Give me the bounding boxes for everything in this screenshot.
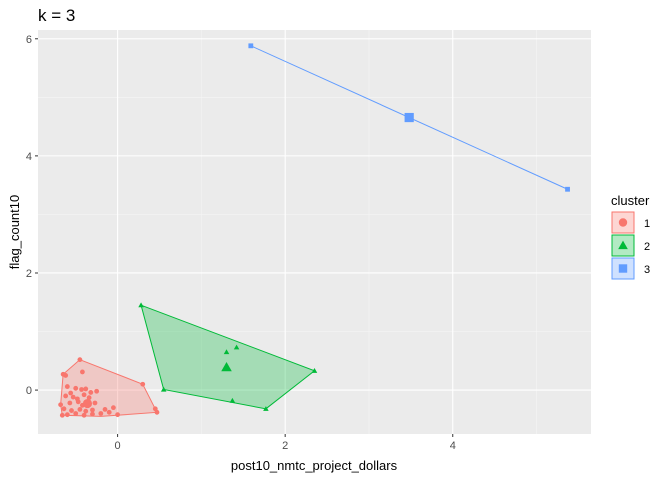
point-cluster-1 [106,409,112,415]
point-cluster-2 [223,349,230,355]
point-cluster-1 [88,390,94,395]
point-cluster-2 [311,368,318,373]
x-tick-label: 2 [282,440,288,452]
x-tick-label: 0 [115,440,121,452]
legend-circle-icon [618,218,628,227]
point-cluster-1 [80,369,85,375]
centroid-cluster-1 [82,398,93,409]
legend-title: cluster [611,193,650,208]
cluster-centroids [82,112,414,409]
x-axis-ticks: 0 2 4 [115,434,456,452]
point-cluster-2 [233,344,240,350]
point-cluster-1 [79,387,84,392]
point-cluster-1 [70,394,76,400]
point-cluster-2 [263,406,269,411]
point-cluster-1 [77,357,83,363]
legend: cluster 1 2 3 [611,193,650,280]
point-cluster-1 [90,407,95,413]
point-cluster-1 [73,385,79,391]
point-cluster-1 [115,412,120,418]
point-cluster-1 [64,384,70,389]
y-tick-label: 2 [26,268,32,280]
point-cluster-1 [68,390,74,396]
y-tick-label: 4 [26,151,32,163]
point-cluster-1 [77,407,83,412]
centroid-cluster-2 [221,361,232,372]
point-cluster-1 [81,412,87,418]
legend-label-2: 2 [644,241,650,253]
x-axis-title: post10_nmtc_project_dollars [231,458,398,473]
point-cluster-1 [154,409,160,415]
point-cluster-1 [58,402,64,408]
point-cluster-1 [90,411,95,417]
point-cluster-2 [138,302,144,308]
point-cluster-3 [565,186,570,192]
x-tick-label: 4 [450,440,456,452]
point-cluster-1 [75,399,81,405]
point-cluster-1 [63,393,69,399]
grid-minor [38,30,591,434]
data-points [58,43,570,418]
legend-triangle-icon [618,240,628,250]
point-cluster-1 [81,392,87,398]
point-cluster-1 [83,408,89,414]
y-axis-title: flag_count10 [7,195,22,269]
point-cluster-1 [98,411,104,416]
legend-square-icon [618,264,628,273]
point-cluster-2 [160,386,167,392]
point-cluster-3 [248,43,254,49]
y-axis-ticks: 0 2 4 6 [26,34,38,397]
point-cluster-1 [94,388,100,394]
y-tick-label: 0 [26,385,32,397]
point-cluster-1 [69,408,74,413]
y-tick-label: 6 [26,34,32,46]
point-cluster-1 [111,405,116,411]
plot-panel [38,30,591,434]
point-cluster-1 [92,400,98,406]
legend-label-3: 3 [644,264,650,276]
legend-label-1: 1 [644,218,650,230]
point-cluster-1 [59,412,65,418]
centroid-cluster-3 [404,112,414,123]
chart-title: k = 3 [38,6,75,25]
grid-major [38,30,591,434]
point-cluster-2 [229,397,236,403]
point-cluster-1 [61,406,67,412]
point-cluster-1 [73,411,79,416]
point-cluster-1 [86,395,92,401]
point-cluster-1 [102,407,108,412]
point-cluster-1 [67,400,73,406]
point-cluster-1 [140,381,146,387]
point-cluster-1 [83,386,89,392]
point-cluster-1 [64,412,70,418]
point-cluster-1 [63,373,69,378]
